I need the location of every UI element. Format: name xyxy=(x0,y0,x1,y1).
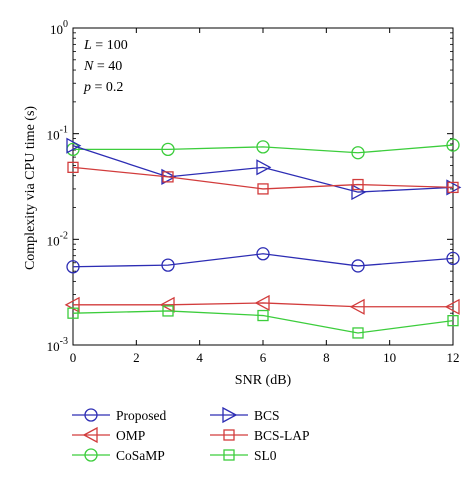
series-line xyxy=(72,166,454,190)
data-point xyxy=(256,140,270,154)
legend-item-bcs: BCS xyxy=(210,406,280,424)
y-tick-label: 100 xyxy=(50,19,68,37)
x-tick-label: 0 xyxy=(70,350,77,365)
data-point xyxy=(254,294,270,312)
x-tick-label: 2 xyxy=(133,350,140,365)
data-point xyxy=(162,171,174,183)
data-point xyxy=(161,258,175,272)
data-point xyxy=(352,327,364,339)
param-l: L = 100 xyxy=(83,38,128,53)
legend-marker xyxy=(222,406,238,424)
x-tick-label: 12 xyxy=(447,350,460,365)
legend-item-proposed: Proposed xyxy=(72,408,166,423)
data-point xyxy=(159,296,175,313)
series-proposed xyxy=(66,247,460,274)
data-point xyxy=(67,161,79,173)
legend-marker xyxy=(84,408,98,422)
data-point xyxy=(447,314,459,327)
data-point xyxy=(447,181,459,194)
param-n: N = 40 xyxy=(83,59,122,74)
series-line xyxy=(72,253,454,268)
y-tick-label: 10-3 xyxy=(47,336,68,354)
legend-label: SL0 xyxy=(254,448,277,463)
legend-item-cosamp: CoSaMP xyxy=(72,448,165,463)
x-tick-label: 10 xyxy=(383,350,396,365)
legend-label: OMP xyxy=(116,428,145,443)
data-point xyxy=(257,309,269,322)
data-point xyxy=(446,138,460,152)
legend-item-bcs-lap: BCS-LAP xyxy=(210,428,310,443)
legend-item-omp: OMP xyxy=(72,426,145,444)
legend-marker xyxy=(82,426,98,444)
series-omp xyxy=(64,294,460,315)
series-line xyxy=(73,144,454,154)
x-tick-label: 6 xyxy=(260,350,267,365)
data-point xyxy=(351,259,365,273)
plot-area xyxy=(72,27,454,346)
data-point xyxy=(446,251,460,266)
data-point xyxy=(257,183,269,195)
y-tick-label: 10-2 xyxy=(47,230,68,248)
series-bcs-lap xyxy=(67,161,459,195)
legend-label: Proposed xyxy=(116,408,166,423)
param-p: p = 0.2 xyxy=(83,80,123,95)
data-point xyxy=(351,183,367,201)
data-point xyxy=(162,305,174,317)
parameter-annotations: L = 100 N = 40 p = 0.2 xyxy=(83,38,128,95)
data-point xyxy=(66,137,82,154)
series-sl0 xyxy=(67,305,459,339)
legend-item-sl0: SL0 xyxy=(210,448,277,463)
data-point xyxy=(352,178,364,191)
series-line xyxy=(73,302,453,308)
legend-label: BCS-LAP xyxy=(254,428,310,443)
legend: Proposed OMP CoSaMP BCS BCS-LAP SL0 xyxy=(72,406,310,463)
x-tick-label: 4 xyxy=(196,350,203,365)
x-axis-label: SNR (dB) xyxy=(235,373,292,388)
y-tick-label: 10-1 xyxy=(47,125,68,143)
y-axis-label: Complexity via CPU time (s) xyxy=(23,106,38,270)
data-point xyxy=(66,260,80,274)
series-bcs xyxy=(66,137,462,201)
series-layer xyxy=(64,137,462,339)
data-point xyxy=(67,307,79,319)
data-point xyxy=(256,159,272,176)
data-point xyxy=(351,146,365,160)
legend-marker xyxy=(223,429,235,441)
legend-marker xyxy=(223,449,235,461)
data-point xyxy=(256,247,270,261)
legend-label: CoSaMP xyxy=(116,448,165,463)
data-point xyxy=(161,142,175,157)
series-line xyxy=(72,310,454,334)
axis-ticks: 0 2 4 6 8 10 12 100 10-1 10-2 10-3 xyxy=(47,19,460,365)
data-point xyxy=(349,298,365,315)
legend-marker xyxy=(84,448,98,462)
data-point xyxy=(444,298,460,315)
series-line xyxy=(72,145,454,193)
x-tick-label: 8 xyxy=(323,350,330,365)
legend-label: BCS xyxy=(254,408,280,423)
